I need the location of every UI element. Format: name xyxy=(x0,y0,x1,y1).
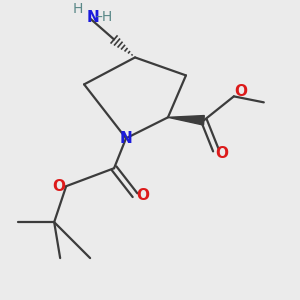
Text: O: O xyxy=(215,146,228,161)
Text: O: O xyxy=(136,188,149,203)
Text: O: O xyxy=(52,179,65,194)
Text: N: N xyxy=(87,10,100,25)
Text: N: N xyxy=(120,131,132,146)
Text: O: O xyxy=(234,84,247,99)
Text: H: H xyxy=(73,2,83,16)
Polygon shape xyxy=(168,116,204,125)
Text: –H: –H xyxy=(95,10,112,24)
